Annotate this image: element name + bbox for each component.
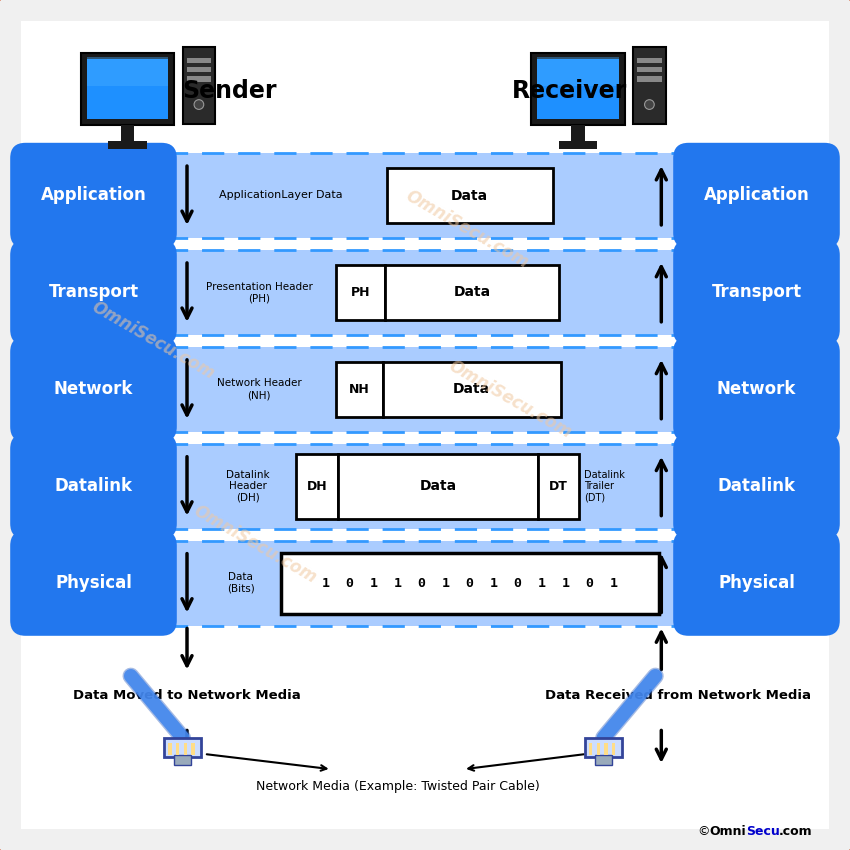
Text: OmniSecu.com: OmniSecu.com <box>403 187 532 272</box>
Text: ApplicationLayer Data: ApplicationLayer Data <box>218 190 343 201</box>
Text: OmniSecu.com: OmniSecu.com <box>88 298 218 382</box>
Bar <box>612 743 615 755</box>
Bar <box>184 743 187 755</box>
Bar <box>538 454 579 518</box>
Circle shape <box>644 99 654 110</box>
Text: Physical: Physical <box>718 574 795 592</box>
Circle shape <box>194 99 204 110</box>
Text: Data
(Bits): Data (Bits) <box>227 572 254 594</box>
Text: NH: NH <box>348 382 370 396</box>
Bar <box>595 755 612 765</box>
FancyBboxPatch shape <box>10 530 177 636</box>
Bar <box>296 454 338 518</box>
Bar <box>164 738 201 756</box>
Text: Datalink: Datalink <box>717 477 796 496</box>
Bar <box>531 54 625 126</box>
Text: Omni: Omni <box>710 824 746 838</box>
Bar <box>280 552 659 614</box>
Text: Data: Data <box>453 382 490 396</box>
Text: Network: Network <box>54 380 133 399</box>
Text: Network: Network <box>717 380 796 399</box>
FancyBboxPatch shape <box>673 434 840 539</box>
Bar <box>382 362 561 416</box>
FancyBboxPatch shape <box>673 337 840 442</box>
Bar <box>338 454 538 518</box>
Text: Application: Application <box>41 186 146 205</box>
Text: Data: Data <box>451 189 488 202</box>
Bar <box>168 743 172 755</box>
Bar <box>638 76 661 82</box>
Bar <box>571 125 585 140</box>
Text: 1  0  1  1  0  1  0  1  0  1  1  0  1: 1 0 1 1 0 1 0 1 0 1 1 0 1 <box>321 576 618 590</box>
Text: Data Moved to Network Media: Data Moved to Network Media <box>73 689 301 702</box>
Bar <box>21 347 829 432</box>
Text: OmniSecu.com: OmniSecu.com <box>445 357 575 442</box>
Bar <box>21 444 829 529</box>
Bar <box>21 541 829 626</box>
Text: Datalink: Datalink <box>54 477 133 496</box>
Bar <box>187 76 211 82</box>
Bar <box>589 743 592 755</box>
Text: Application: Application <box>704 186 809 205</box>
Text: Data: Data <box>420 479 456 493</box>
Text: ©: © <box>697 824 710 838</box>
FancyBboxPatch shape <box>10 337 177 442</box>
Text: .com: .com <box>779 824 813 838</box>
FancyBboxPatch shape <box>673 530 840 636</box>
Bar <box>187 58 211 63</box>
Bar <box>336 265 385 320</box>
Text: DT: DT <box>549 479 568 493</box>
Bar <box>176 743 179 755</box>
FancyBboxPatch shape <box>673 143 840 248</box>
FancyBboxPatch shape <box>10 240 177 345</box>
Text: Physical: Physical <box>55 574 132 592</box>
Bar <box>187 67 211 72</box>
Text: DH: DH <box>307 479 327 493</box>
Text: Network Media (Example: Twisted Pair Cable): Network Media (Example: Twisted Pair Cab… <box>256 780 540 793</box>
Bar <box>638 58 661 63</box>
Bar <box>87 57 168 86</box>
Text: Receiver: Receiver <box>512 79 627 103</box>
Bar <box>385 265 559 320</box>
Bar <box>387 168 552 223</box>
Text: Datalink
Trailer
(DT): Datalink Trailer (DT) <box>584 469 625 503</box>
Bar <box>191 743 195 755</box>
FancyBboxPatch shape <box>673 240 840 345</box>
Text: OmniSecu.com: OmniSecu.com <box>190 502 320 586</box>
Bar <box>559 140 598 150</box>
Bar <box>537 57 619 86</box>
FancyBboxPatch shape <box>10 143 177 248</box>
Bar <box>21 250 829 335</box>
Bar <box>81 54 174 126</box>
Text: Data Received from Network Media: Data Received from Network Media <box>546 689 811 702</box>
Text: Secu: Secu <box>746 824 780 838</box>
Bar <box>21 153 829 238</box>
Text: Presentation Header
(PH): Presentation Header (PH) <box>206 281 313 303</box>
FancyBboxPatch shape <box>10 434 177 539</box>
Bar <box>336 362 382 416</box>
Bar <box>638 67 661 72</box>
Bar <box>109 140 146 150</box>
Text: Sender: Sender <box>182 79 277 103</box>
Bar <box>121 125 134 140</box>
Text: PH: PH <box>351 286 370 299</box>
Bar <box>87 60 168 120</box>
Text: Data: Data <box>454 286 490 299</box>
Text: Transport: Transport <box>48 283 139 302</box>
Text: Datalink
Header
(DH): Datalink Header (DH) <box>226 469 270 503</box>
Bar <box>597 743 600 755</box>
Bar <box>183 47 215 124</box>
Bar <box>585 738 622 756</box>
Bar <box>174 755 191 765</box>
Text: Transport: Transport <box>711 283 802 302</box>
Bar <box>633 47 666 124</box>
Bar <box>537 60 619 120</box>
Text: Network Header
(NH): Network Header (NH) <box>217 378 302 400</box>
Bar <box>604 743 608 755</box>
